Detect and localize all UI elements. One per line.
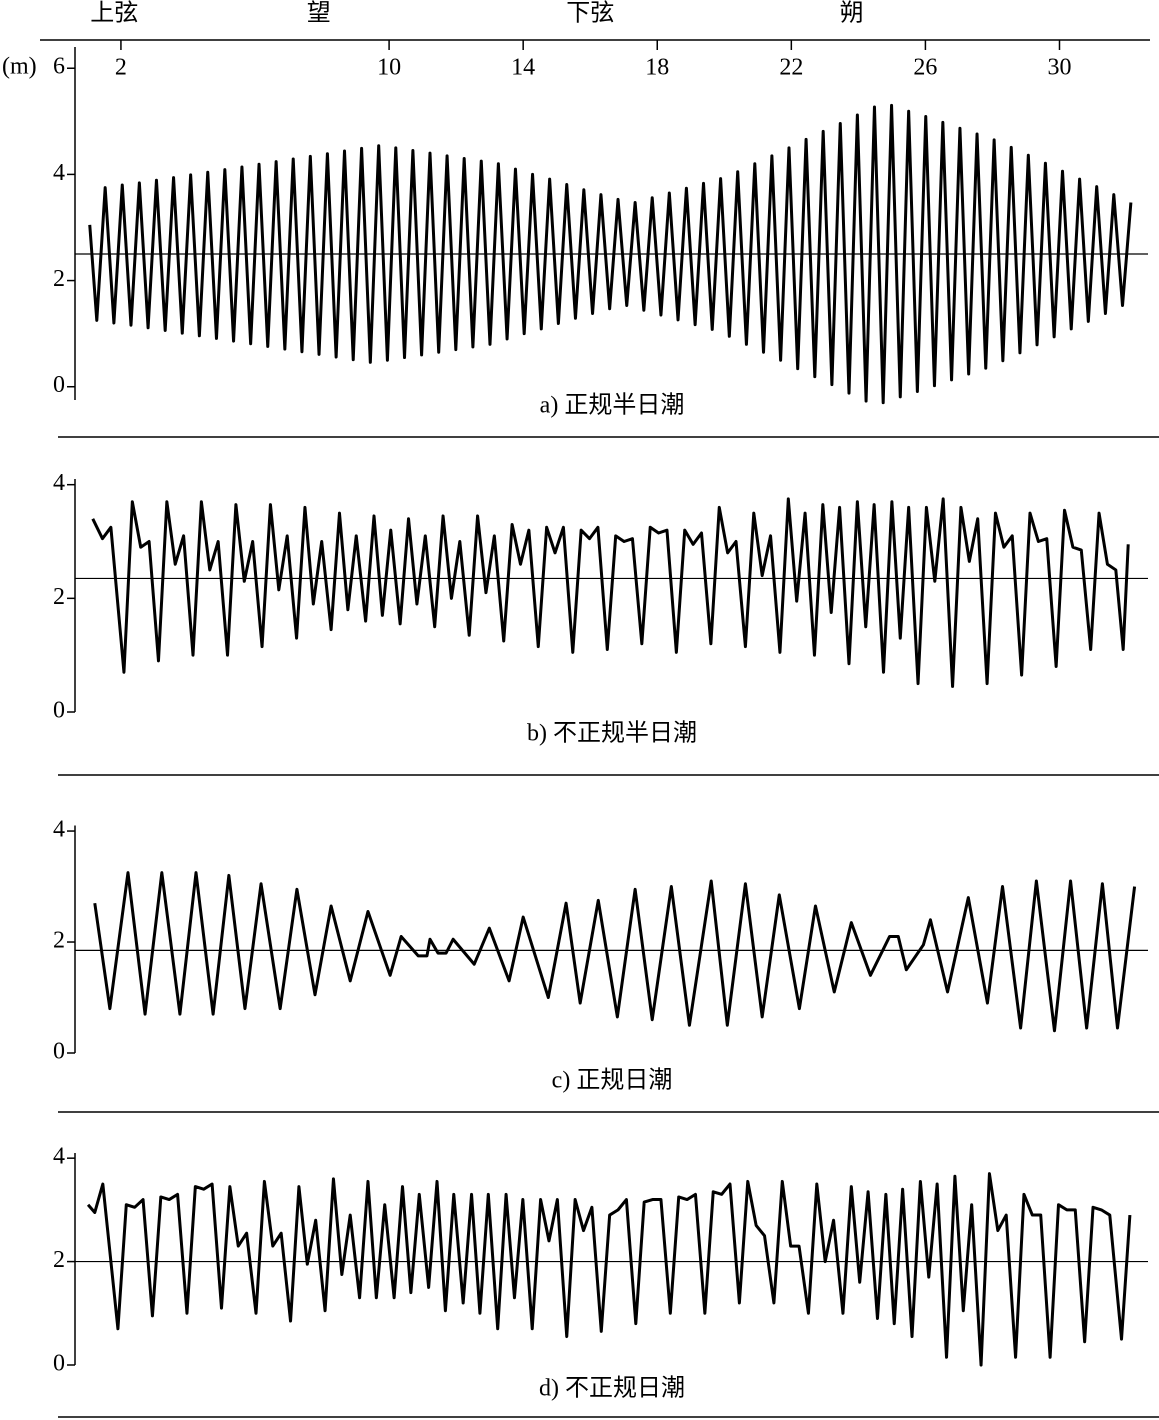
panel-caption: c) 正规日潮 — [552, 1067, 673, 1094]
x-tick-label: 22 — [779, 55, 803, 81]
x-tick-label: 18 — [645, 55, 669, 81]
y-tick-label: 0 — [53, 698, 65, 724]
y-tick-label: 0 — [53, 1039, 65, 1065]
x-tick-label: 30 — [1047, 55, 1071, 81]
x-tick-label: 10 — [377, 55, 401, 81]
y-axis-label: (m) — [2, 54, 37, 80]
tide-curve — [88, 103, 1133, 405]
phase-label: 朔 — [840, 0, 864, 27]
y-tick-label: 6 — [53, 54, 65, 80]
y-tick-label: 2 — [53, 266, 65, 292]
y-tick-label: 0 — [53, 1351, 65, 1377]
y-tick-label: 0 — [53, 372, 65, 398]
panel-caption: b) 不正规半日潮 — [527, 720, 697, 747]
phase-label: 下弦 — [566, 0, 614, 27]
panel-caption: d) 不正规日潮 — [539, 1375, 685, 1402]
panel-caption: a) 正规半日潮 — [540, 392, 685, 419]
y-tick-label: 4 — [53, 817, 65, 843]
y-tick-label: 2 — [53, 1247, 65, 1273]
phase-label: 上弦 — [90, 0, 138, 27]
y-tick-label: 2 — [53, 928, 65, 954]
x-tick-label: 14 — [511, 55, 535, 81]
y-tick-label: 2 — [53, 584, 65, 610]
y-tick-label: 4 — [53, 470, 65, 496]
y-tick-label: 4 — [53, 1144, 65, 1170]
phase-label: 望 — [307, 0, 331, 27]
y-tick-label: 4 — [53, 160, 65, 186]
x-tick-label: 2 — [115, 55, 127, 81]
tide-curve — [86, 1172, 1132, 1367]
tide-curve — [91, 497, 1130, 688]
tide-curve — [93, 871, 1137, 1033]
x-tick-label: 26 — [913, 55, 937, 81]
